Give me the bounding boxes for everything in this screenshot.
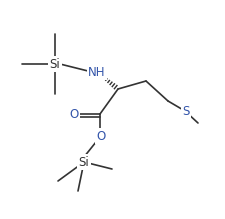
Text: S: S (182, 104, 189, 118)
Text: Si: Si (78, 155, 89, 168)
Text: O: O (69, 108, 78, 120)
Text: Si: Si (50, 58, 60, 71)
Text: O: O (96, 129, 105, 143)
Text: NH: NH (88, 65, 105, 78)
